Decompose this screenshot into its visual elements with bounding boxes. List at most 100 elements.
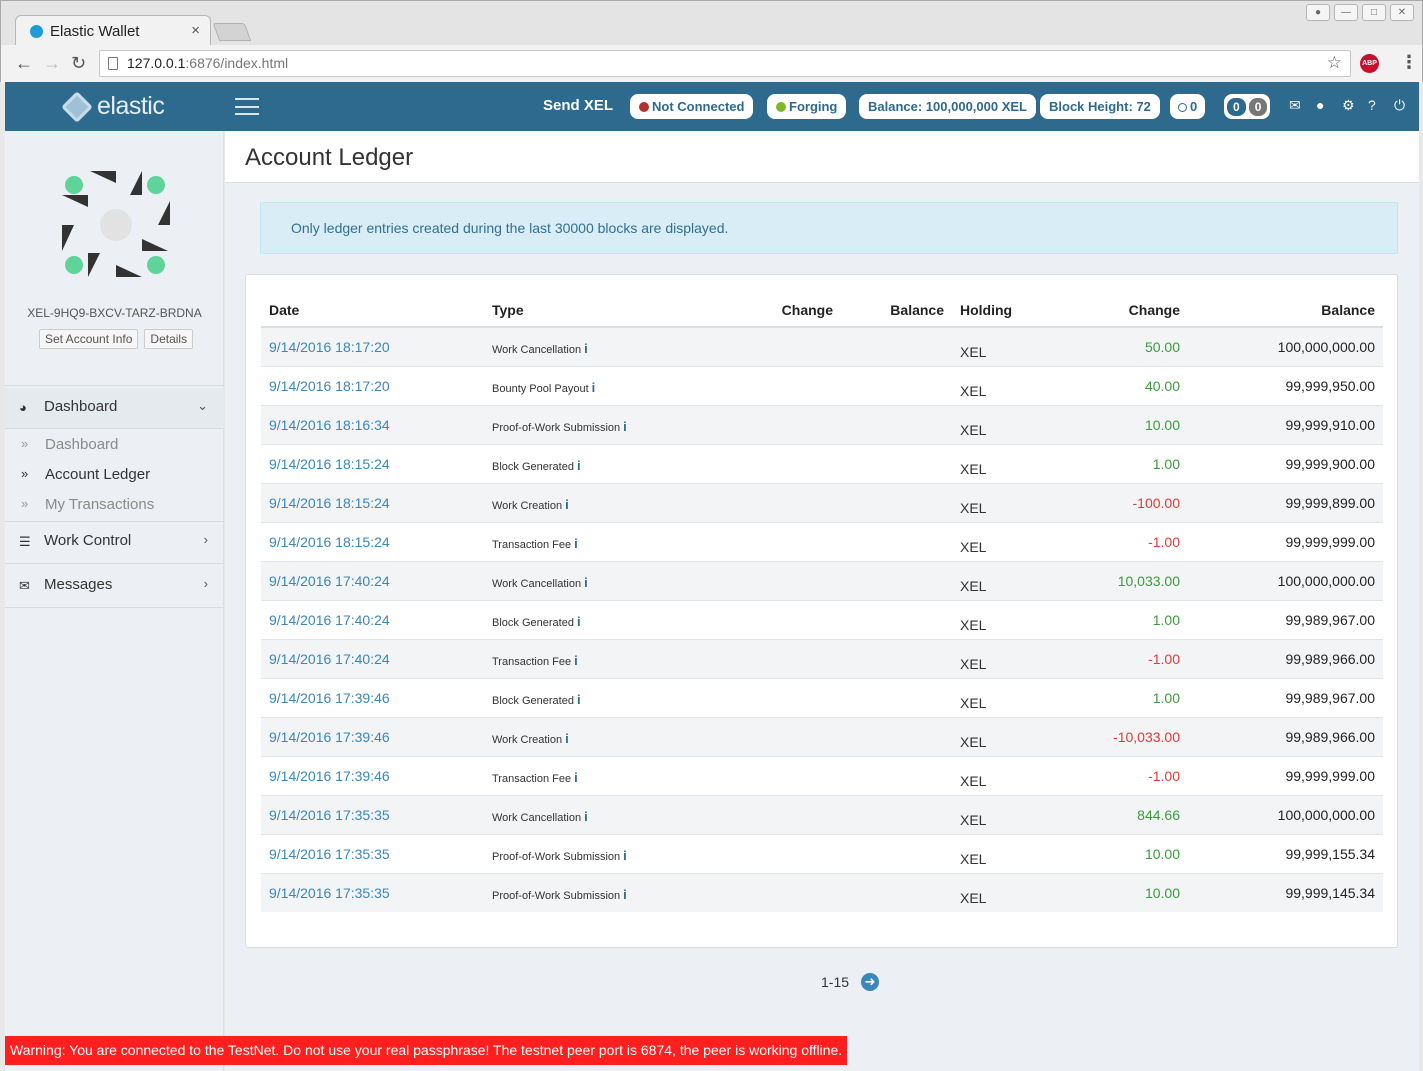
ledger-holding-balance: 99,999,999.00 <box>1188 521 1383 561</box>
details-button[interactable]: Details <box>144 329 194 349</box>
new-tab-button[interactable] <box>212 23 252 41</box>
ledger-change-empty <box>731 755 841 795</box>
sidebar-subitem-account-ledger[interactable]: » Account Ledger <box>5 462 224 488</box>
ledger-type-text: Proof-of-Work Submission <box>492 890 621 903</box>
info-icon[interactable]: i <box>623 848 627 863</box>
balance-badge[interactable]: Balance: 100,000,000 XEL <box>859 94 1036 119</box>
column-header-holding-balance[interactable]: Balance <box>1188 293 1383 328</box>
peers-badge[interactable]: 0 <box>1170 94 1206 119</box>
info-icon[interactable]: i <box>574 653 578 668</box>
browser-menu-icon[interactable]: ⋮ <box>1400 52 1418 72</box>
info-icon[interactable]: i <box>584 341 588 357</box>
ledger-date-link[interactable]: 9/14/2016 18:17:20 <box>261 365 484 405</box>
browser-tab[interactable]: Elastic Wallet × <box>15 15 211 46</box>
logo[interactable]: elastic <box>61 90 165 123</box>
info-icon[interactable]: i <box>576 614 581 629</box>
sidebar-item-messages[interactable]: ✉ Messages › <box>5 566 224 606</box>
address-bar[interactable]: 127.0.0.1:6876/index.html ☆ <box>99 50 1351 77</box>
info-icon[interactable]: i <box>574 770 578 785</box>
url-text: 127.0.0.1:6876/index.html <box>127 55 288 71</box>
ledger-date-link[interactable]: 9/14/2016 17:35:35 <box>261 833 484 873</box>
info-icon[interactable]: i <box>576 458 581 473</box>
table-row: 9/14/2016 18:16:34 Proof-of-Work Submissi… <box>261 404 1383 444</box>
bookmark-star-icon[interactable]: ☆ <box>1326 53 1342 72</box>
column-header-type[interactable]: Type <box>484 293 731 328</box>
column-header-date[interactable]: Date <box>261 293 484 328</box>
sidebar-subitem-my-transactions[interactable]: » My Transactions <box>5 492 224 518</box>
divider <box>5 521 224 522</box>
adblock-icon[interactable]: ABP <box>1360 54 1379 73</box>
ledger-holding-balance: 99,999,155.34 <box>1188 833 1383 873</box>
ledger-type: Proof-of-Work Submission i <box>484 833 731 873</box>
ledger-date-link[interactable]: 9/14/2016 17:39:46 <box>261 755 484 795</box>
ledger-holding: XEL <box>952 365 1062 405</box>
help-icon[interactable]: ? <box>1368 97 1376 113</box>
column-header-holding-change[interactable]: Change <box>1062 293 1188 328</box>
info-icon[interactable]: i <box>591 380 596 395</box>
ledger-date-link[interactable]: 9/14/2016 17:39:46 <box>261 677 484 717</box>
ledger-table-body: 9/14/2016 18:17:20 Work Cancellation i XEL 5… <box>261 326 1383 912</box>
main-content: Account Ledger Only ledger entries creat… <box>225 131 1419 1071</box>
pending-badges[interactable]: 0 0 <box>1224 94 1271 119</box>
minimize-icon[interactable]: — <box>1334 4 1358 21</box>
ledger-change-empty <box>731 560 841 600</box>
ledger-type-text: Transaction Fee <box>492 773 572 785</box>
sidebar-item-dashboard-group[interactable]: ◕ Dashboard ⌄ <box>5 388 224 428</box>
profile-icon[interactable]: ● <box>1306 4 1330 21</box>
info-icon[interactable]: i <box>576 692 581 707</box>
ledger-type-text: Transaction Fee <box>492 656 572 668</box>
ledger-date-link[interactable]: 9/14/2016 18:15:24 <box>261 521 484 561</box>
info-icon[interactable]: i <box>584 575 588 590</box>
ledger-date-link[interactable]: 9/14/2016 17:40:24 <box>261 560 484 600</box>
back-icon[interactable]: ← <box>15 53 33 73</box>
sidebar-item-work-control[interactable]: ☰ Work Control › <box>5 522 224 562</box>
ledger-holding: XEL <box>952 872 1062 912</box>
column-header-holding[interactable]: Holding <box>952 293 1062 328</box>
ledger-date-link[interactable]: 9/14/2016 17:40:24 <box>261 638 484 678</box>
envelope-icon[interactable]: ✉ <box>1289 97 1301 113</box>
connection-status-badge[interactable]: Not Connected <box>630 94 754 119</box>
maximize-icon[interactable]: □ <box>1362 4 1386 21</box>
info-icon[interactable]: i <box>623 887 627 903</box>
page-icon <box>108 57 118 70</box>
forging-status-badge[interactable]: Forging <box>767 94 847 119</box>
ledger-holding: XEL <box>952 677 1062 717</box>
sidebar-toggle-icon[interactable] <box>235 98 259 115</box>
info-icon[interactable]: i <box>565 497 569 512</box>
column-header-balance[interactable]: Balance <box>841 293 952 328</box>
tab-close-icon[interactable]: × <box>191 22 200 39</box>
ledger-holding-balance: 99,989,967.00 <box>1188 599 1383 639</box>
column-header-change[interactable]: Change <box>731 293 841 328</box>
info-icon[interactable]: i <box>574 536 578 551</box>
info-icon[interactable]: i <box>584 809 588 824</box>
next-page-arrow-icon[interactable]: ➜ <box>861 973 880 991</box>
ledger-date-link[interactable]: 9/14/2016 17:35:35 <box>261 872 484 912</box>
info-icon[interactable]: i <box>565 731 569 746</box>
forward-icon[interactable]: → <box>43 53 61 73</box>
dashboard-gauge-icon: ◕ <box>19 400 27 415</box>
ledger-type: Proof-of-Work Submission i <box>484 872 731 912</box>
ledger-date-link[interactable]: 9/14/2016 18:16:34 <box>261 404 484 444</box>
sidebar-subitem-label: Account Ledger <box>45 466 151 483</box>
info-icon[interactable]: i <box>623 419 627 434</box>
set-account-info-button[interactable]: Set Account Info <box>39 329 139 349</box>
ledger-date-link[interactable]: 9/14/2016 18:17:20 <box>261 326 484 366</box>
user-icon[interactable]: ● <box>1316 97 1325 113</box>
gear-icon[interactable]: ⚙ <box>1342 97 1355 113</box>
block-height-badge[interactable]: Block Height: 72 <box>1040 94 1160 119</box>
ledger-date-link[interactable]: 9/14/2016 17:40:24 <box>261 599 484 639</box>
database-icon: ☰ <box>19 534 31 549</box>
table-row: 9/14/2016 18:17:20 Bounty Pool Payout i XEL… <box>261 365 1383 405</box>
close-window-icon[interactable]: ✕ <box>1390 4 1414 21</box>
ledger-type-text: Proof-of-Work Submission <box>492 422 621 434</box>
ledger-date-link[interactable]: 9/14/2016 18:15:24 <box>261 443 484 483</box>
ledger-date-link[interactable]: 9/14/2016 17:35:35 <box>261 794 484 834</box>
ledger-date-link[interactable]: 9/14/2016 18:15:24 <box>261 482 484 522</box>
sidebar-subitem-dashboard[interactable]: » Dashboard <box>5 432 224 458</box>
ledger-date-link[interactable]: 9/14/2016 17:39:46 <box>261 716 484 756</box>
power-icon[interactable]: ⏻ <box>1394 97 1406 113</box>
send-xel-button[interactable]: Send XEL <box>543 97 614 114</box>
ledger-holding-change: -100.00 <box>1062 482 1188 522</box>
ledger-type-text: Work Cancellation <box>492 812 582 824</box>
reload-icon[interactable]: ↻ <box>71 53 87 73</box>
